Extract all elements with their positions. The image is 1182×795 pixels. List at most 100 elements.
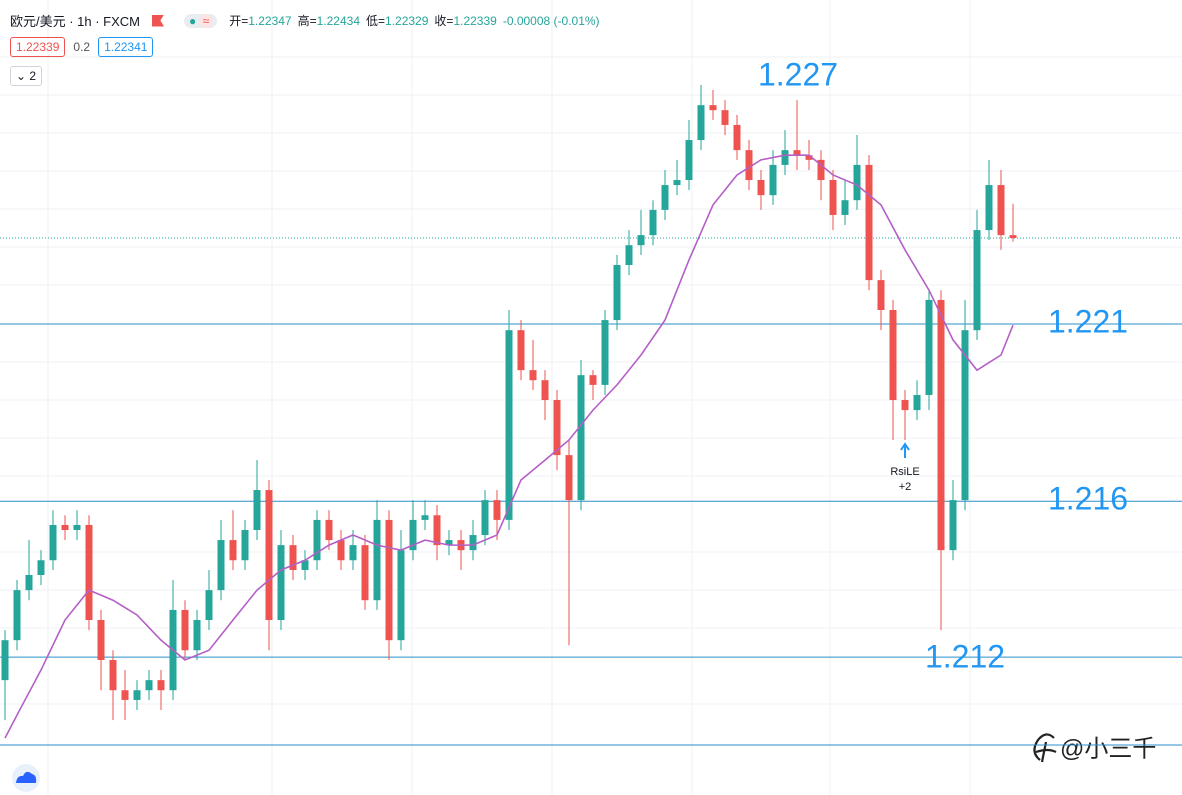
candle-body: [145, 680, 153, 691]
candle-body: [229, 540, 237, 561]
candle-body: [181, 609, 189, 651]
candle-body: [25, 575, 33, 591]
candle-body: [217, 540, 225, 591]
candle-body: [253, 490, 261, 530]
ohlc-value: 1.22329: [385, 14, 429, 28]
watermark-icon: [1033, 733, 1057, 763]
candle-body: [601, 320, 609, 385]
ohlc-label: 高=: [297, 14, 317, 28]
candle-body: [997, 185, 1005, 236]
candle-body: [649, 209, 657, 236]
candle-body: [817, 159, 825, 181]
candle-body: [913, 394, 921, 411]
candle-body: [85, 524, 93, 621]
price-label: 1.212: [925, 638, 1005, 674]
bid-box[interactable]: 1.22339: [10, 37, 66, 57]
candle-body: [13, 590, 21, 641]
candle-body: [409, 519, 417, 551]
spread: 0.2: [73, 40, 91, 54]
candle-body: [985, 185, 993, 231]
status-pill[interactable]: ● ≈: [184, 13, 218, 28]
candle-body: [661, 185, 669, 210]
flag-icon[interactable]: [152, 14, 165, 27]
price-label: 1.216: [1048, 480, 1128, 516]
candle-body: [517, 330, 525, 371]
candle-body: [637, 235, 645, 246]
candle-body: [709, 105, 717, 111]
candle-body: [853, 164, 861, 201]
candle-body: [925, 299, 933, 395]
price-label: 1.227: [758, 56, 838, 92]
symbol-title[interactable]: 欧元/美元 · 1h · FXCM: [10, 14, 141, 29]
candle-body: [949, 500, 957, 551]
candle-body: [205, 590, 213, 621]
candle-body: [673, 180, 681, 186]
ask-box[interactable]: 1.22341: [98, 37, 154, 57]
candle-body: [961, 330, 969, 501]
candle-body: [505, 330, 513, 520]
header-row: 欧元/美元 · 1h · FXCM ● ≈ 开=1.22347 高=1.22434…: [10, 11, 600, 30]
indicator-row: ⌄ 2: [10, 66, 43, 86]
candle-body: [61, 524, 69, 530]
candle-body: [565, 455, 573, 501]
candle-body: [397, 550, 405, 641]
candle-body: [685, 140, 693, 181]
candle-body: [241, 530, 249, 561]
candle-body: [865, 164, 873, 281]
candle-body: [1, 640, 9, 681]
candle-body: [493, 500, 501, 520]
candle-body: [121, 690, 129, 700]
candle-body: [73, 524, 81, 530]
candle-body: [613, 265, 621, 321]
candle-body: [529, 370, 537, 381]
watermark: @小三千: [1060, 735, 1156, 762]
candle-body: [445, 540, 453, 546]
candle-body: [877, 280, 885, 311]
candle-body: [97, 620, 105, 660]
candle-body: [541, 380, 549, 401]
candle-body: [349, 545, 357, 561]
candle-body: [193, 620, 201, 651]
candle-body: [433, 515, 441, 546]
change: -0.00008 (-0.01%): [502, 13, 600, 28]
ohlc-label: 低=: [366, 14, 386, 28]
ohlc-label: 收=: [434, 14, 454, 28]
candle-body: [973, 230, 981, 331]
candle-body: [481, 500, 489, 536]
logo[interactable]: [12, 764, 40, 792]
ohlc-value: 1.22339: [453, 14, 497, 28]
candle-body: [577, 375, 585, 501]
candle-body: [841, 200, 849, 215]
candle-body: [361, 545, 369, 601]
candle-body: [1009, 235, 1017, 238]
candle-body: [289, 545, 297, 570]
candle-body: [373, 519, 381, 601]
candle-body: [385, 519, 393, 641]
signal-label: RsiLE: [890, 466, 919, 478]
ohlc-value: 1.22434: [316, 14, 361, 28]
candle-body: [901, 400, 909, 411]
candle-body: [733, 124, 741, 151]
candle-body: [49, 524, 57, 561]
price-label: 1.221: [1048, 303, 1128, 339]
candle-body: [133, 690, 141, 700]
candle-body: [301, 560, 309, 570]
candle-body: [553, 400, 561, 456]
candle-body: [889, 310, 897, 401]
ohlc-label: 开=: [229, 14, 249, 28]
candle-body: [937, 299, 945, 551]
candle-body: [421, 515, 429, 520]
moving-average: [4, 154, 1014, 739]
candle-body: [157, 680, 165, 691]
candle-body: [337, 540, 345, 561]
candle-body: [277, 545, 285, 621]
candle-body: [325, 519, 333, 541]
signal-arrow: [900, 442, 910, 458]
candle-body: [265, 490, 273, 621]
candle-body: [469, 535, 477, 551]
signal-sub: +2: [899, 481, 912, 493]
indicator-toggle[interactable]: ⌄ 2: [10, 66, 43, 86]
ohlc-value: 1.22347: [248, 14, 292, 28]
candle-body: [781, 150, 789, 165]
